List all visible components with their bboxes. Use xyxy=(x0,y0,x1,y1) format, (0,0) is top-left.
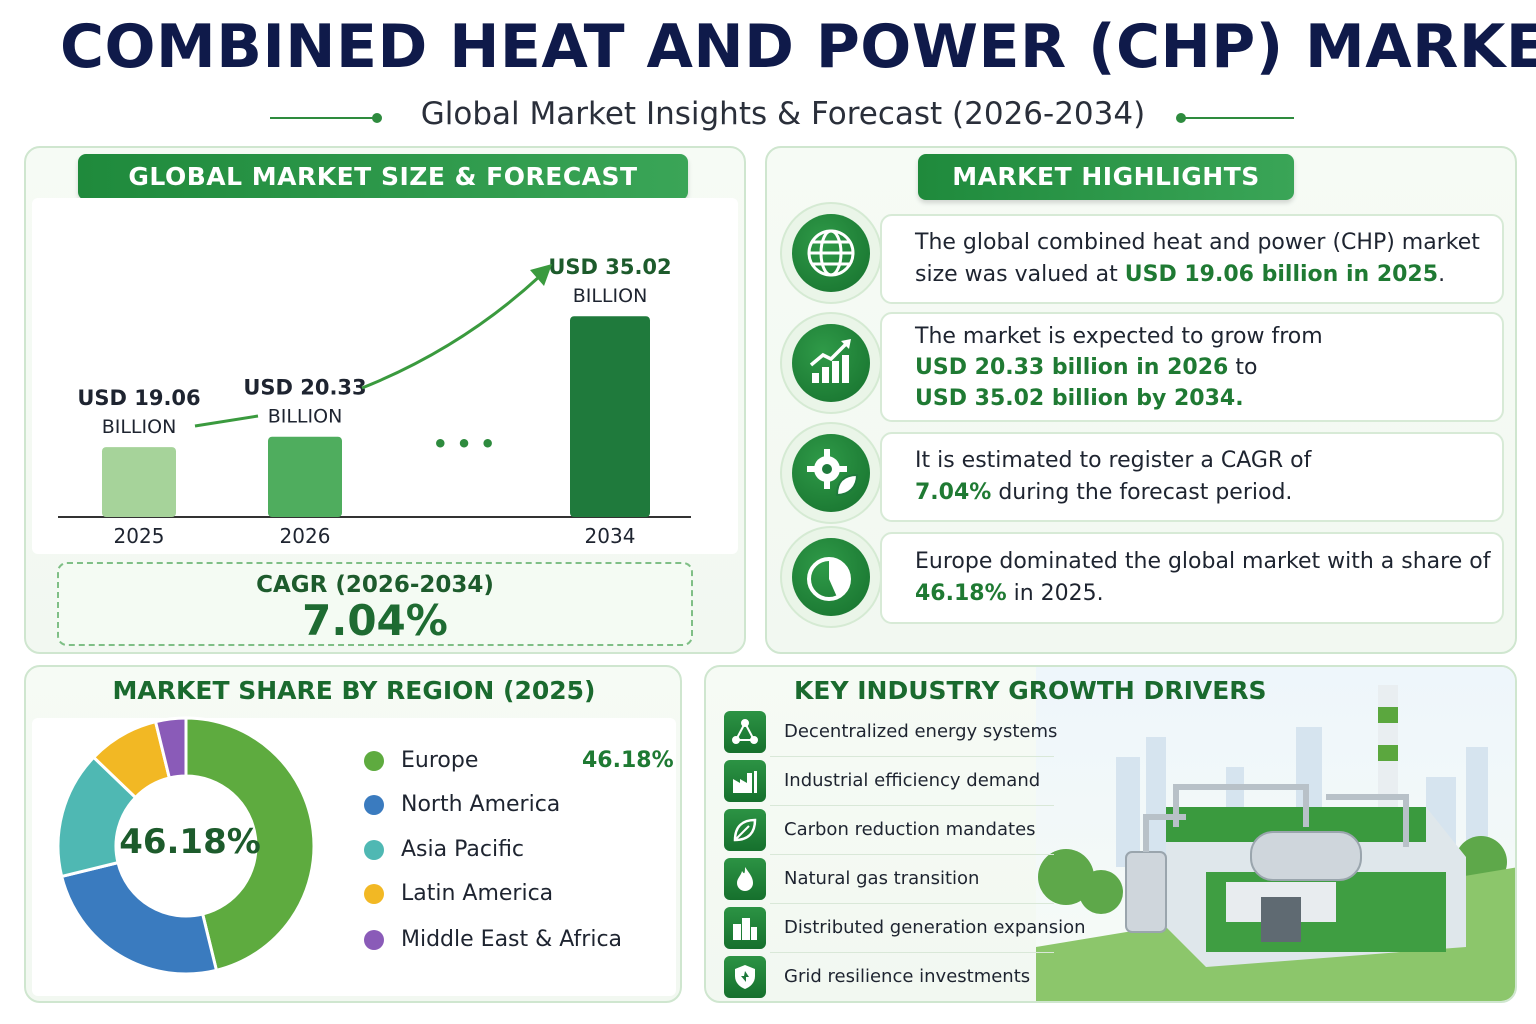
highlight-4-part-3: in 2025. xyxy=(1006,581,1104,606)
buildings-icon xyxy=(724,907,766,949)
legend-dot-latin-america xyxy=(364,884,384,904)
highlight-1-emphasis: USD 19.06 billion in 2025 xyxy=(1124,262,1439,287)
highlight-2-emphasis-1: USD 20.33 billion in 2026 xyxy=(915,354,1229,380)
cagr-box: CAGR (2026-2034) 7.04% xyxy=(57,562,693,646)
bar-unit-label: BILLION xyxy=(573,285,648,307)
highlight-text-2: The market is expected to grow from USD … xyxy=(915,321,1323,414)
forecast-ellipsis: • • • xyxy=(433,430,496,458)
driver-item-2: Industrial efficiency demand xyxy=(724,759,1054,806)
donut-center-value: 46.18% xyxy=(119,822,261,862)
page-title: COMBINED HEAT AND POWER (CHP) MARKET xyxy=(60,12,1536,82)
highlight-text-4: Europe dominated the global market with … xyxy=(915,546,1502,610)
trend-arrow-segment xyxy=(194,414,259,428)
driver-label-3: Carbon reduction mandates xyxy=(784,819,1036,840)
donut-slice-middle-east-africa xyxy=(153,716,188,780)
highlight-4-part-1: Europe dominated the global market with … xyxy=(915,549,1491,574)
driver-item-1: Decentralized energy systems xyxy=(724,710,1058,757)
bar-2034 xyxy=(570,316,650,517)
factory-icon xyxy=(724,760,766,802)
x-tick-label: 2034 xyxy=(585,524,636,548)
bar-value-label: USD 35.02 xyxy=(548,255,671,279)
subtitle-divider-right xyxy=(1184,117,1294,119)
driver-label-6: Grid resilience investments xyxy=(784,966,1031,987)
market-size-heading: GLOBAL MARKET SIZE & FORECAST xyxy=(78,154,688,200)
trend-arrow-head xyxy=(530,264,552,286)
pie-chart-icon xyxy=(780,526,882,628)
highlight-3-part-3: during the forecast period. xyxy=(991,480,1293,505)
highlight-text-3: It is estimated to register a CAGR of 7.… xyxy=(915,445,1311,509)
bar-value-label: USD 19.06 xyxy=(77,386,200,410)
globe-icon xyxy=(780,202,882,304)
driver-divider xyxy=(770,854,1054,855)
bar-2026 xyxy=(268,436,342,517)
subtitle-dot-left xyxy=(372,113,382,123)
driver-label-5: Distributed generation expansion xyxy=(784,917,1086,938)
legend-label-asia-pacific: Asia Pacific xyxy=(401,837,525,862)
donut-slice-europe xyxy=(184,716,316,973)
legend-label-europe: Europe xyxy=(401,748,479,773)
network-icon xyxy=(724,711,766,753)
chp-plant-illustration xyxy=(1036,667,1515,1001)
x-tick-label: 2026 xyxy=(280,524,331,548)
legend-label-middle-east-africa: Middle East & Africa xyxy=(401,927,623,952)
leaf-icon xyxy=(724,809,766,851)
subtitle-divider-left xyxy=(270,117,376,119)
trend-arrow-line xyxy=(361,274,542,390)
highlight-3-emphasis: 7.04% xyxy=(915,480,992,505)
growth-drivers-heading: KEY INDUSTRY GROWTH DRIVERS xyxy=(794,676,1267,705)
legend-label-north-america: North America xyxy=(401,792,561,817)
highlight-text-1: The global combined heat and power (CHP)… xyxy=(915,227,1502,291)
subtitle-dot-right xyxy=(1176,113,1186,123)
highlight-2-part-1: The market is expected to grow from xyxy=(915,323,1323,349)
bar-2025 xyxy=(102,447,176,517)
bar-unit-label: BILLION xyxy=(102,416,177,438)
highlight-2-part-3: to xyxy=(1228,354,1258,380)
driver-item-6: Grid resilience investments xyxy=(724,955,1054,999)
highlight-4-emphasis: 46.18% xyxy=(915,581,1007,606)
driver-label-1: Decentralized energy systems xyxy=(784,721,1058,742)
legend-dot-middle-east-africa xyxy=(364,930,384,950)
highlight-card-2: The market is expected to grow from USD … xyxy=(880,312,1504,422)
driver-divider xyxy=(770,903,1054,904)
driver-divider xyxy=(770,805,1054,806)
legend-dot-north-america xyxy=(364,795,384,815)
highlight-card-3: It is estimated to register a CAGR of 7.… xyxy=(880,432,1504,522)
highlight-1-part-1: The global combined heat and power (CHP)… xyxy=(915,230,1480,287)
growth-chart-icon xyxy=(780,312,882,414)
highlight-2-emphasis-2: USD 35.02 billion by 2034. xyxy=(915,385,1244,411)
driver-item-5: Distributed generation expansion xyxy=(724,906,1086,953)
flame-icon xyxy=(724,858,766,900)
region-donut-chart xyxy=(58,716,316,976)
legend-label-latin-america: Latin America xyxy=(401,881,554,906)
market-highlights-heading: MARKET HIGHLIGHTS xyxy=(918,154,1294,200)
driver-label-2: Industrial efficiency demand xyxy=(784,770,1041,791)
highlight-3-part-1: It is estimated to register a CAGR of xyxy=(915,448,1312,473)
highlight-card-1: The global combined heat and power (CHP)… xyxy=(880,214,1504,304)
gear-leaf-icon xyxy=(780,422,882,524)
bar-value-label: USD 20.33 xyxy=(243,376,366,400)
subtitle-row: Global Market Insights & Forecast (2026-… xyxy=(0,96,1536,140)
cagr-value: 7.04% xyxy=(302,596,448,645)
region-share-heading: MARKET SHARE BY REGION (2025) xyxy=(112,676,596,705)
legend-dot-europe xyxy=(364,751,384,771)
bar-unit-label: BILLION xyxy=(268,406,343,428)
legend-dot-asia-pacific xyxy=(364,840,384,860)
legend-value-europe: 46.18% xyxy=(582,748,674,773)
page-subtitle: Global Market Insights & Forecast (2026-… xyxy=(420,96,1146,132)
driver-divider xyxy=(770,756,1054,757)
growth-drivers-panel xyxy=(704,665,1517,1003)
market-size-chart-area: 2025 USD 19.06 BILLION 2026 USD 20.33 BILLION… xyxy=(32,198,738,554)
highlight-card-4: Europe dominated the global market with … xyxy=(880,532,1504,624)
driver-divider xyxy=(770,952,1054,953)
cagr-label: CAGR (2026-2034) xyxy=(256,572,494,598)
driver-label-4: Natural gas transition xyxy=(784,868,980,889)
driver-item-3: Carbon reduction mandates xyxy=(724,808,1054,855)
market-size-bar-chart: 2025 USD 19.06 BILLION 2026 USD 20.33 BILLION… xyxy=(58,255,691,548)
driver-item-4: Natural gas transition xyxy=(724,857,1054,904)
x-tick-label: 2025 xyxy=(114,524,165,548)
highlight-1-part-3: . xyxy=(1438,262,1446,287)
donut-slice-north-america xyxy=(59,860,219,976)
shield-icon xyxy=(724,956,766,998)
